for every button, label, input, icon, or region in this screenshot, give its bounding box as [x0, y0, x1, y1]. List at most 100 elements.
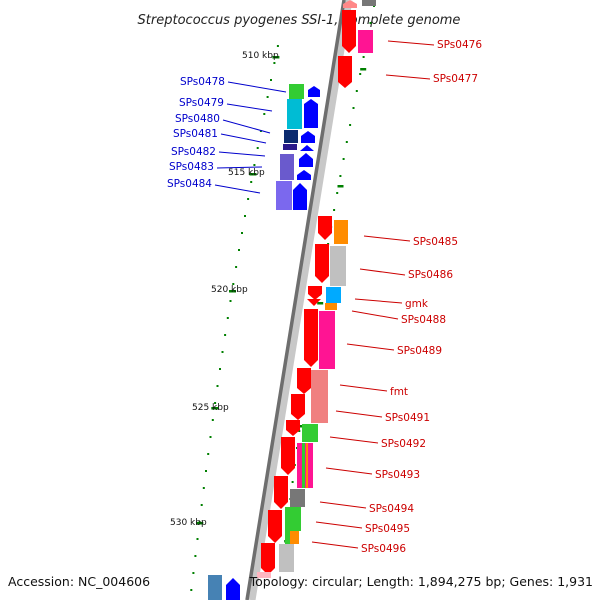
gene-label[interactable]: SPs0489 — [397, 345, 442, 357]
gene-cog-box[interactable] — [326, 287, 341, 303]
gene-label[interactable]: SPs0495 — [365, 523, 410, 535]
gene-cog-box[interactable] — [276, 181, 292, 210]
gene-arrow[interactable] — [301, 131, 315, 143]
gene-arrow[interactable] — [293, 183, 307, 210]
gene-cog-box[interactable] — [281, 150, 295, 154]
gene-label[interactable]: SPs0480 — [175, 113, 220, 125]
gene-label[interactable]: fmt — [390, 386, 408, 398]
gene-label[interactable]: SPs0482 — [171, 146, 216, 158]
tick-dot — [244, 215, 246, 217]
gene-cog-box[interactable] — [311, 370, 328, 423]
tick-dot — [241, 232, 243, 234]
tick-dot — [192, 572, 195, 574]
gene-cog-box[interactable] — [284, 130, 298, 143]
gene-cog-box[interactable] — [283, 144, 297, 150]
tick-dot — [235, 266, 238, 268]
tick-dot — [342, 158, 345, 160]
backbone — [245, 0, 353, 600]
major-tick — [317, 302, 324, 305]
gene-arrow[interactable] — [342, 10, 356, 53]
gene-label[interactable]: SPs0486 — [408, 269, 453, 281]
gene-cog-box[interactable] — [334, 220, 348, 244]
gene-arrow[interactable] — [281, 437, 295, 475]
gene-cog-box[interactable] — [287, 99, 302, 129]
tick-dot — [369, 22, 372, 24]
gene-arrow[interactable] — [308, 286, 322, 300]
gene-arrow[interactable] — [304, 99, 318, 128]
gene-label[interactable]: SPs0479 — [179, 97, 224, 109]
gene-cog-box[interactable] — [279, 544, 294, 572]
gene-cog-box[interactable] — [358, 30, 373, 53]
tick-dot — [276, 45, 279, 47]
gene-label[interactable]: SPs0496 — [361, 543, 406, 555]
gene-arrow[interactable] — [307, 299, 321, 306]
major-tick — [249, 173, 257, 176]
reverse-strand-track — [276, 84, 320, 210]
reverse-gene-labels: SPs0478 SPs0479 SPs0480 SPs0481 SPs0482 … — [167, 76, 287, 194]
gene-label[interactable]: SPs0485 — [413, 236, 458, 248]
gene-cog-box[interactable] — [290, 489, 305, 507]
major-tick — [272, 56, 280, 59]
gene-arrow[interactable] — [338, 56, 352, 88]
tick-dot — [207, 453, 210, 455]
gene-arrow[interactable] — [226, 578, 240, 600]
tick-dot — [291, 481, 294, 483]
tick-dot — [196, 538, 199, 540]
tick-dot — [211, 419, 214, 421]
gene-arrow[interactable] — [286, 420, 300, 436]
reverse-strand-track-bottom — [208, 575, 240, 600]
gene-cog-box[interactable] — [330, 246, 346, 286]
tick-dot — [333, 209, 336, 211]
tick-dot — [266, 96, 269, 98]
gene-arrow[interactable] — [343, 0, 357, 8]
gene-label[interactable]: SPs0478 — [180, 76, 225, 88]
tick-dot — [219, 368, 221, 370]
gene-arrow[interactable] — [297, 170, 311, 180]
kbp-label: 520 kbp — [211, 285, 248, 295]
tick-dot — [270, 79, 272, 81]
major-tick — [337, 185, 344, 188]
gene-arrow[interactable] — [318, 216, 332, 240]
gene-label[interactable]: SPs0493 — [375, 469, 420, 481]
gene-cog-box[interactable] — [285, 507, 301, 531]
tick-dot — [205, 470, 207, 472]
gene-cog-box[interactable] — [289, 84, 304, 99]
gene-arrow[interactable] — [274, 476, 288, 509]
major-tick — [196, 522, 204, 525]
tick-dot — [359, 73, 362, 75]
gene-label[interactable]: SPs0494 — [369, 503, 414, 515]
major-tick — [360, 68, 367, 71]
major-tick — [229, 290, 236, 293]
gene-cog-box[interactable] — [325, 303, 337, 310]
gene-arrow[interactable] — [315, 244, 329, 283]
gene-label[interactable]: SPs0488 — [401, 314, 446, 326]
gene-label[interactable]: SPs0481 — [173, 128, 218, 140]
forward-strand-track-top — [338, 0, 376, 88]
gene-label[interactable]: SPs0477 — [433, 73, 478, 85]
gene-arrow[interactable] — [300, 145, 314, 151]
tick-dot — [224, 334, 227, 336]
gene-cog-box[interactable] — [319, 311, 335, 369]
gene-arrow[interactable] — [291, 394, 305, 420]
gene-label[interactable]: gmk — [405, 298, 429, 310]
tick-dot — [194, 555, 197, 557]
gene-label[interactable]: SPs0491 — [385, 412, 430, 424]
gene-arrow[interactable] — [261, 543, 275, 575]
tick-dot — [226, 317, 229, 319]
tick-dot — [273, 62, 276, 64]
gene-label[interactable]: SPs0483 — [169, 161, 214, 173]
tick-dot — [190, 589, 193, 591]
tick-dot — [209, 436, 212, 438]
gene-arrow[interactable] — [299, 153, 313, 167]
gene-label[interactable]: SPs0476 — [437, 39, 482, 51]
gene-arrow[interactable] — [268, 510, 282, 543]
gene-cog-box[interactable] — [280, 154, 294, 180]
tick-dot — [362, 56, 365, 58]
gene-label[interactable]: SPs0484 — [167, 178, 212, 190]
gene-arrow[interactable] — [308, 86, 320, 97]
gene-arrow[interactable] — [297, 368, 311, 394]
gene-arrow[interactable] — [304, 309, 318, 367]
gene-label[interactable]: SPs0492 — [381, 438, 426, 450]
tick-dot — [216, 385, 219, 387]
gene-cog-box[interactable] — [302, 424, 318, 442]
